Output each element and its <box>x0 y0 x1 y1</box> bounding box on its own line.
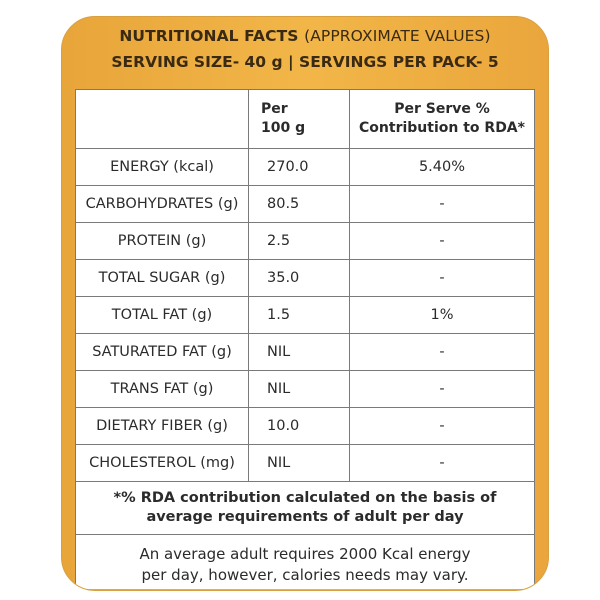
table-row: DIETARY FIBER (g) 10.0 - <box>75 407 535 445</box>
serving-info: SERVING SIZE- 40 g | SERVINGS PER PACK- … <box>111 53 499 71</box>
nutrient-name: CARBOHYDRATES (g) <box>75 185 249 223</box>
table-row: ENERGY (kcal) 270.0 5.40% <box>75 148 535 186</box>
table-header-row: Per 100 g Per Serve % Contribution to RD… <box>75 89 535 149</box>
rda-value: - <box>349 222 535 260</box>
rda-value: - <box>349 185 535 223</box>
energy-note: An average adult requires 2000 Kcal ener… <box>75 535 535 590</box>
header-title: NUTRITIONAL FACTS (APPROXIMATE VALUES) <box>62 27 548 45</box>
per-100g-value: 80.5 <box>248 185 350 223</box>
table-row: CHOLESTEROL (mg) NIL - <box>75 444 535 482</box>
rda-footnote: *% RDA contribution calculated on the ba… <box>75 482 535 535</box>
rda-value: - <box>349 407 535 445</box>
nutrient-name: PROTEIN (g) <box>75 222 249 260</box>
nutrient-name: CHOLESTEROL (mg) <box>75 444 249 482</box>
header-rda: Per Serve % Contribution to RDA* <box>349 89 535 149</box>
header-rda-line1: Per Serve % <box>394 101 490 117</box>
rda-value: - <box>349 333 535 371</box>
table-row: TOTAL SUGAR (g) 35.0 - <box>75 259 535 297</box>
nutrient-name: SATURATED FAT (g) <box>75 333 249 371</box>
nutrition-facts-card: NUTRITIONAL FACTS (APPROXIMATE VALUES) S… <box>61 16 549 591</box>
rda-footnote-line1: *% RDA contribution calculated on the ba… <box>113 490 497 506</box>
per-100g-value: 270.0 <box>248 148 350 186</box>
rda-value: 1% <box>349 296 535 334</box>
nutrition-header: NUTRITIONAL FACTS (APPROXIMATE VALUES) S… <box>62 17 548 89</box>
nutrient-name: DIETARY FIBER (g) <box>75 407 249 445</box>
table-row: SATURATED FAT (g) NIL - <box>75 333 535 371</box>
per-100g-value: NIL <box>248 333 350 371</box>
table-row: CARBOHYDRATES (g) 80.5 - <box>75 185 535 223</box>
header-per-100g: Per 100 g <box>248 89 350 149</box>
per-100g-value: NIL <box>248 370 350 408</box>
header-per-100g-line1: Per <box>261 101 288 117</box>
header-blank-cell <box>75 89 249 149</box>
rda-footnote-line2: average requirements of adult per day <box>146 509 464 525</box>
per-100g-value: 35.0 <box>248 259 350 297</box>
rda-value: - <box>349 370 535 408</box>
table-row: PROTEIN (g) 2.5 - <box>75 222 535 260</box>
energy-note-line1: An average adult requires 2000 Kcal ener… <box>139 545 471 563</box>
rda-value: 5.40% <box>349 148 535 186</box>
per-100g-value: NIL <box>248 444 350 482</box>
header-per-100g-line2: 100 g <box>261 120 306 136</box>
nutrient-name: TOTAL FAT (g) <box>75 296 249 334</box>
energy-note-line2: per day, however, calories needs may var… <box>141 566 469 584</box>
table-row: TRANS FAT (g) NIL - <box>75 370 535 408</box>
table-row: TOTAL FAT (g) 1.5 1% <box>75 296 535 334</box>
per-100g-value: 1.5 <box>248 296 350 334</box>
per-100g-value: 2.5 <box>248 222 350 260</box>
header-title-main: NUTRITIONAL FACTS <box>119 27 299 45</box>
nutrient-name: ENERGY (kcal) <box>75 148 249 186</box>
nutrient-name: TOTAL SUGAR (g) <box>75 259 249 297</box>
nutrition-body: Per 100 g Per Serve % Contribution to RD… <box>75 89 535 590</box>
rda-value: - <box>349 444 535 482</box>
nutrition-table: Per 100 g Per Serve % Contribution to RD… <box>75 89 535 482</box>
rda-value: - <box>349 259 535 297</box>
header-title-sub: (APPROXIMATE VALUES) <box>304 27 491 45</box>
nutrient-name: TRANS FAT (g) <box>75 370 249 408</box>
header-rda-line2: Contribution to RDA* <box>359 120 525 136</box>
per-100g-value: 10.0 <box>248 407 350 445</box>
